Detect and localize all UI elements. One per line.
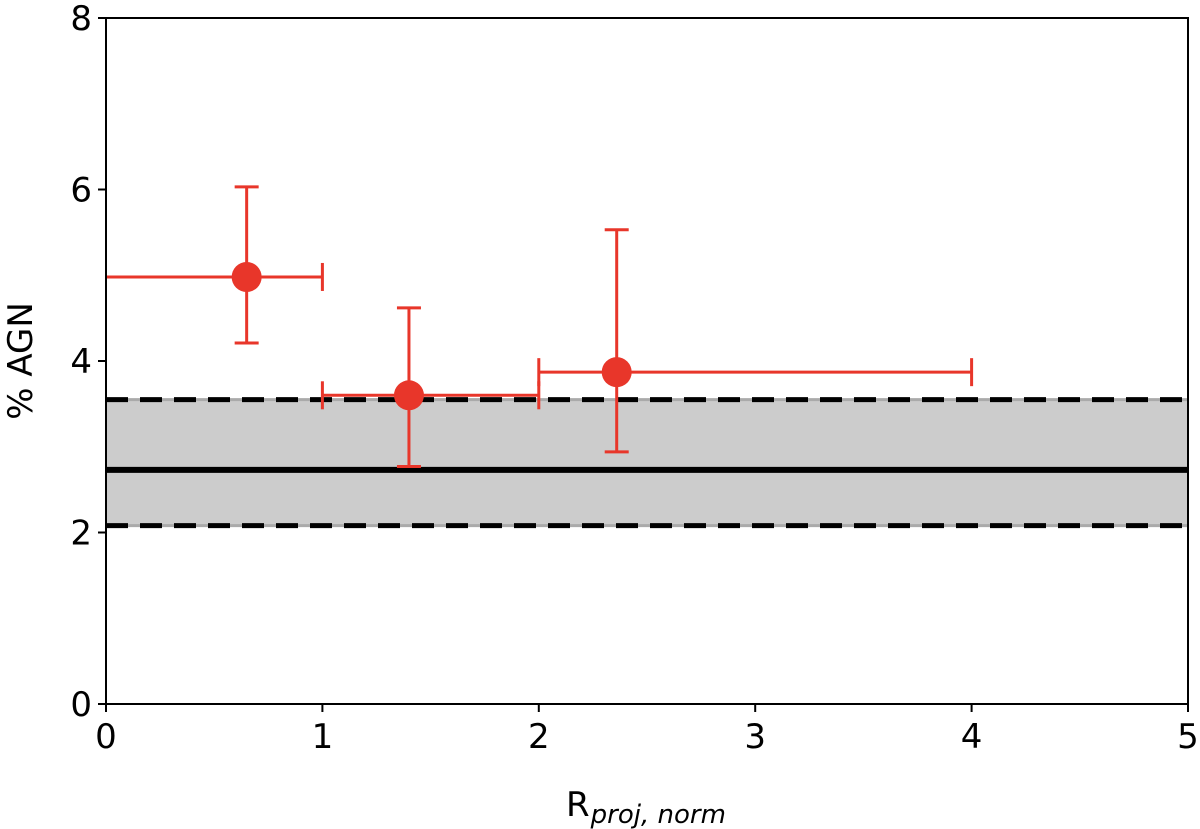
x-tick-label-5: 5	[1177, 717, 1199, 757]
y-tick-label-6: 6	[70, 171, 92, 211]
reference-band-layer	[106, 398, 1188, 528]
x-axis-label-main: R	[566, 785, 590, 825]
x-tick-label-1: 1	[312, 717, 334, 757]
x-axis-label-sub: proj, norm	[590, 800, 726, 829]
y-tick-label-8: 8	[70, 0, 92, 39]
plot-frame	[105, 17, 1189, 705]
y-tick-label-0: 0	[70, 685, 92, 725]
data-point-3	[537, 228, 974, 454]
data-point-2	[320, 306, 541, 468]
data-marker	[393, 380, 424, 411]
data-point-1	[106, 185, 324, 345]
axes-layer: 0 1 2 3 4 5 0 2 4 6 8	[70, 0, 1198, 757]
data-points-layer	[106, 185, 974, 468]
x-tick-label-3: 3	[744, 717, 766, 757]
data-marker	[231, 261, 262, 292]
reference-lines-layer	[106, 397, 1188, 529]
y-axis-label: % AGN	[1, 302, 41, 420]
x-axis-label: Rproj, norm	[566, 785, 726, 829]
x-tick-label-0: 0	[95, 717, 117, 757]
y-tick-label-4: 4	[70, 342, 92, 382]
x-tick-label-4: 4	[961, 717, 983, 757]
x-tick-label-2: 2	[528, 717, 550, 757]
reference-band	[106, 399, 1188, 526]
data-marker	[601, 357, 632, 388]
y-tick-label-2: 2	[70, 514, 92, 554]
